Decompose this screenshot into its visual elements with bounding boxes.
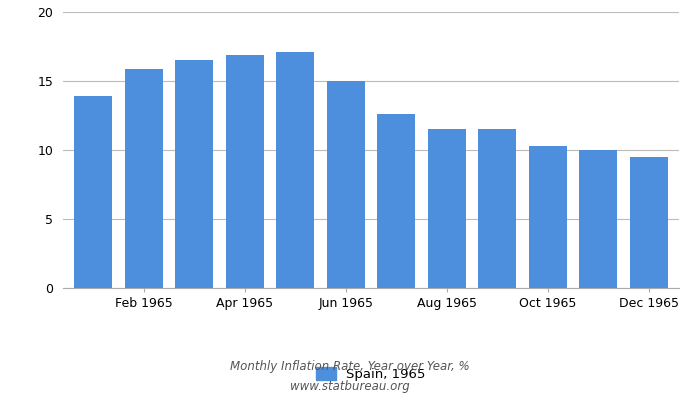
- Bar: [377, 114, 415, 288]
- Bar: [428, 129, 466, 288]
- Bar: [175, 60, 214, 288]
- Text: Monthly Inflation Rate, Year over Year, %: Monthly Inflation Rate, Year over Year, …: [230, 360, 470, 373]
- Bar: [226, 55, 264, 288]
- Bar: [327, 81, 365, 288]
- Bar: [478, 129, 516, 288]
- Bar: [276, 52, 314, 288]
- Bar: [630, 157, 668, 288]
- Bar: [74, 96, 112, 288]
- Text: www.statbureau.org: www.statbureau.org: [290, 380, 410, 393]
- Bar: [528, 146, 567, 288]
- Legend: Spain, 1965: Spain, 1965: [311, 362, 431, 386]
- Bar: [125, 68, 162, 288]
- Bar: [580, 150, 617, 288]
